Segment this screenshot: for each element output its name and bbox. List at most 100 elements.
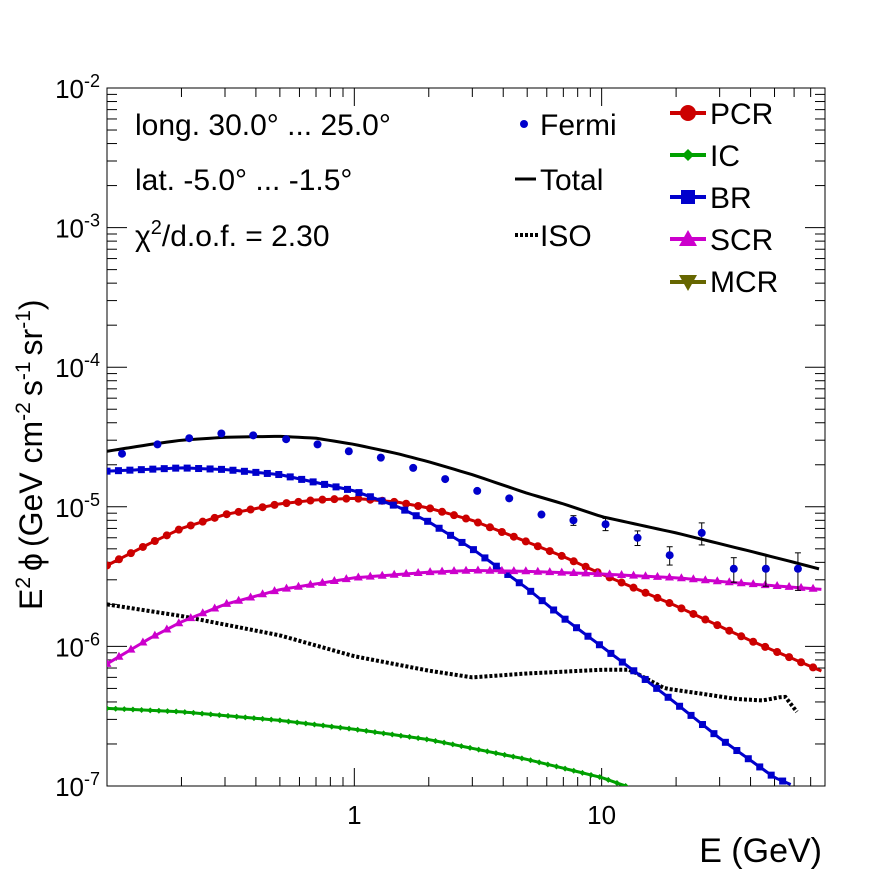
series-marker-scr (772, 581, 782, 590)
series-marker-scr (246, 592, 256, 601)
y-tick-labels: 10-710-610-510-410-310-2 (55, 71, 100, 802)
x-tick-labels: 1 10 (347, 800, 616, 830)
series-marker-scr (126, 644, 136, 653)
series-marker-ic (518, 755, 525, 762)
series-marker-br (229, 466, 237, 474)
series-marker-pcr (114, 555, 123, 564)
y-title-cm-exp: -2 (12, 402, 35, 421)
series-marker-pcr (462, 514, 470, 523)
series-marker-br (424, 517, 432, 525)
series-marker-pcr (186, 521, 195, 530)
series-marker-ic (492, 750, 499, 757)
series-marker-scr (186, 613, 196, 622)
series-marker-scr (437, 566, 447, 575)
y-tick-label-exp: -3 (84, 211, 100, 231)
y-tick-label: 10-3 (55, 211, 100, 244)
series-marker-scr (617, 570, 627, 579)
series-marker-br (401, 506, 409, 514)
series-marker-br (137, 466, 145, 474)
info-longitude: long. 30.0° ... 25.0° (135, 109, 391, 142)
series-marker-ic (579, 769, 586, 776)
chi-value: /d.o.f. = 2.30 (162, 220, 330, 253)
y-tick-label-exp: -6 (84, 629, 100, 649)
series-marker-br (618, 658, 626, 666)
series-marker-br (160, 465, 168, 473)
series-marker-br (321, 480, 329, 488)
series-marker-br (218, 465, 226, 473)
series-marker-pcr (557, 551, 566, 560)
series-marker-scr (329, 575, 339, 584)
series-marker-ic (328, 723, 335, 730)
series-marker-scr (174, 618, 184, 627)
series-marker-ic (371, 729, 378, 736)
series-marker-br (710, 730, 718, 738)
series-marker-br (550, 606, 558, 614)
series-marker-scr (784, 581, 794, 590)
series-marker-br (515, 579, 523, 587)
series-marker-br (286, 473, 294, 481)
series-marker-ic (225, 712, 232, 719)
series-marker-scr (270, 586, 280, 595)
series-marker-br (527, 587, 535, 595)
series-marker-pcr (689, 609, 698, 618)
series-marker-br (240, 467, 248, 475)
series-marker-pcr (533, 542, 542, 551)
legend-label-br: BR (710, 182, 752, 215)
series-marker-ic (294, 719, 301, 726)
series-marker-scr (808, 583, 818, 592)
y-title-s: s (13, 380, 49, 396)
series-marker-pcr (545, 547, 554, 556)
fermi-point (761, 564, 770, 573)
legend-marker-mcr (670, 275, 706, 291)
y-title-sr-exp: -1 (12, 310, 35, 329)
series-marker-br (263, 469, 271, 477)
series-marker-ic (129, 706, 136, 713)
x-tick-label: 1 (347, 800, 361, 830)
series-marker-scr (282, 583, 291, 592)
series-marker-br (332, 483, 340, 491)
fermi-point (282, 435, 291, 444)
series-marker-pcr (641, 588, 650, 597)
series-marker-br (584, 632, 592, 640)
series-marker-pcr (270, 500, 279, 509)
series-marker-pcr (318, 495, 327, 504)
series-marker-ic (527, 757, 534, 764)
series-marker-pcr (342, 494, 351, 503)
series-marker-ic (138, 706, 145, 713)
axis-ticks (106, 87, 826, 787)
series-marker-ic (484, 748, 491, 755)
fermi-point (793, 564, 802, 573)
series-marker-scr (509, 566, 519, 575)
series-marker-ic (242, 714, 249, 721)
legend-label-total: Total (540, 164, 603, 197)
info-chi2: χ2/d.o.f. = 2.30 (135, 217, 330, 253)
series-marker-br (561, 615, 569, 623)
series-marker-scr (533, 566, 543, 575)
series-marker-scr (485, 565, 495, 574)
y-title-open: (GeV cm (13, 421, 49, 547)
series-marker-ic (510, 753, 517, 760)
series-marker-pcr (725, 626, 734, 635)
y-tick-label-exp: -4 (84, 350, 100, 370)
series-marker-scr (162, 624, 172, 633)
fermi-point (665, 551, 674, 560)
series-marker-br (149, 465, 157, 473)
legend-label-fermi: Fermi (540, 109, 617, 142)
fermi-point (537, 510, 546, 519)
series-marker-br (435, 524, 443, 532)
y-title-sr: sr (13, 328, 49, 355)
series-marker-br (378, 497, 386, 505)
series-marker-scr (736, 578, 746, 587)
legend-marker-fermi (520, 120, 528, 128)
series-marker-scr (107, 658, 112, 667)
series-marker-br (676, 702, 684, 710)
series-marker-br (698, 721, 706, 729)
y-tick-label-base: 10 (55, 632, 84, 662)
series-marker-br (107, 467, 111, 475)
fermi-point (569, 516, 578, 525)
series-marker-pcr (773, 648, 782, 657)
series-marker-ic (380, 730, 387, 737)
series-marker-ic (397, 732, 404, 739)
series-marker-ic (588, 771, 595, 778)
series-marker-br (195, 465, 203, 473)
